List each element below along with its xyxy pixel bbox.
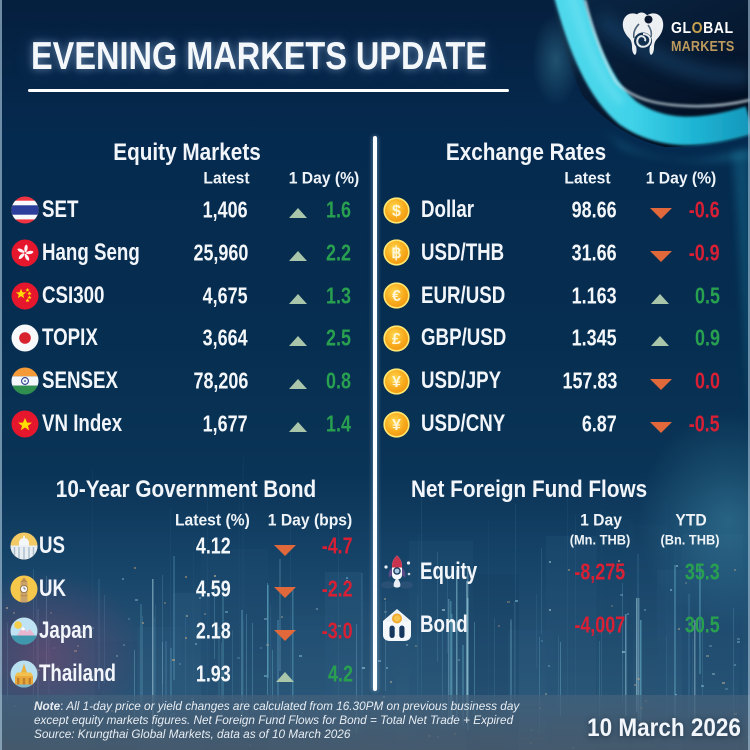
svg-text:¥: ¥ [392, 374, 401, 391]
svg-text:฿: ฿ [391, 245, 401, 262]
svg-text:$: $ [392, 203, 401, 220]
svg-text:£: £ [392, 331, 401, 348]
svg-text:¥: ¥ [392, 417, 401, 434]
svg-text:€: € [392, 288, 401, 305]
